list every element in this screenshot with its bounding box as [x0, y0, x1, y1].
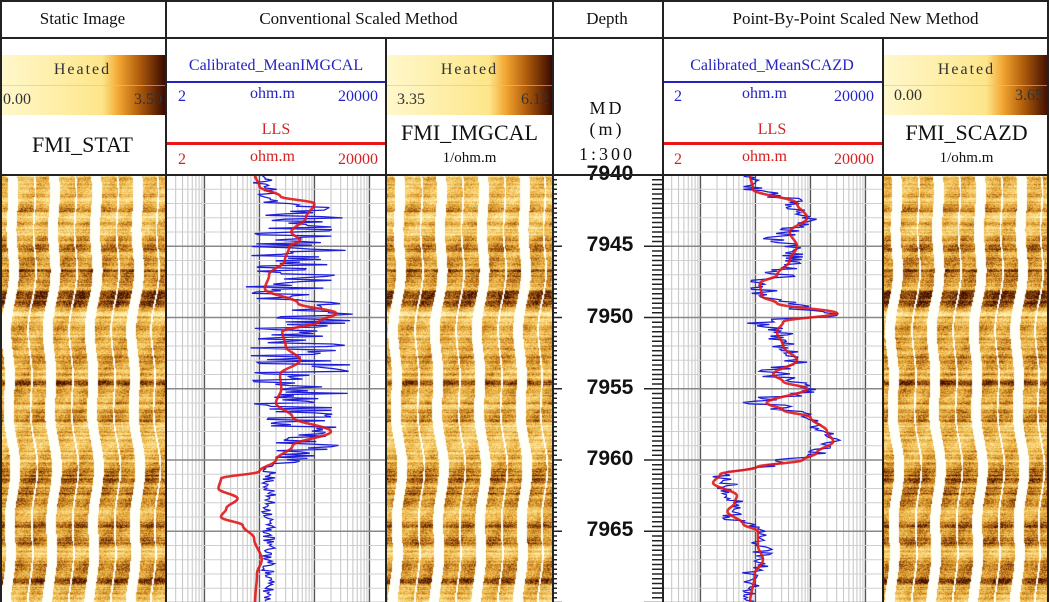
colorbar-divider — [387, 85, 552, 86]
curve-line-blue — [166, 81, 386, 83]
heated-colorbar: Heated 0.00 3.65 — [884, 55, 1049, 115]
scale-unit: ohm.m — [250, 148, 295, 165]
scale-unit: ohm.m — [742, 148, 787, 165]
curve-lls — [711, 175, 839, 602]
track-unit: 1/ohm.m — [442, 150, 497, 166]
colorbar-min: 0.00 — [894, 87, 922, 104]
header-static-image: Static Image — [39, 9, 126, 28]
scale-right: 20000 — [338, 151, 378, 168]
colormap-label: Heated — [440, 61, 499, 78]
depth-tick-label: 7965 — [586, 518, 634, 542]
colormap-label: Heated — [937, 61, 996, 78]
header-conventional-method: Conventional Scaled Method — [259, 9, 458, 28]
header-new-method: Point-By-Point Scaled New Method — [732, 9, 979, 28]
curve-name-calibrated-meanscazd: Calibrated_MeanSCAZD — [690, 57, 854, 74]
depth-tick-label: 7960 — [586, 447, 634, 470]
curve-name-lls: LLS — [757, 121, 787, 138]
fmi-stat-image — [0, 175, 165, 602]
scale-left: 2 — [178, 151, 186, 168]
heated-colorbar: Heated 0.00 3.50 — [0, 55, 165, 115]
curve-name-calibrated-meanimgcal: Calibrated_MeanIMGCAL — [188, 57, 364, 74]
colorbar-max: 3.65 — [1015, 87, 1043, 104]
heated-colorbar: Heated 3.35 6.12 — [387, 55, 552, 115]
new-method-curve-track — [662, 175, 882, 602]
curve-calibrated-meanimgcal — [245, 175, 353, 602]
depth-track — [552, 175, 662, 602]
colorbar-min: 3.35 — [397, 91, 425, 108]
border — [0, 0, 2, 602]
scale-left: 2 — [674, 151, 682, 168]
border — [0, 37, 1049, 39]
scale-left: 2 — [178, 88, 186, 105]
track-name-fmi-stat: FMI_STAT — [32, 132, 133, 157]
track-unit: 1/ohm.m — [939, 150, 994, 166]
colormap-label: Heated — [53, 61, 112, 78]
fmi-scazd-image — [884, 175, 1049, 602]
colorbar-max: 3.50 — [134, 91, 162, 108]
colorbar-min: 0.00 — [3, 91, 31, 108]
border — [1047, 0, 1049, 602]
curve-line-red — [662, 142, 882, 145]
curve-line-red — [166, 142, 386, 145]
scale-unit: ohm.m — [742, 85, 787, 102]
scale-unit: ohm.m — [250, 85, 295, 102]
border — [165, 0, 167, 602]
curve-header-imgcal: Calibrated_MeanIMGCAL 2 ohm.m 20000 LLS … — [166, 38, 386, 175]
colorbar-divider — [0, 85, 165, 86]
scale-left: 2 — [674, 88, 682, 105]
track-name-fmi-imgcal: FMI_IMGCAL — [401, 120, 538, 145]
colorbar-divider — [884, 85, 1049, 86]
depth-tick-label: 7940 — [586, 162, 634, 185]
scale-right: 20000 — [834, 151, 874, 168]
fmi-imgcal-image — [387, 175, 552, 602]
depth-label: MD — [589, 98, 625, 118]
border — [0, 0, 1049, 2]
curve-header-scazd: Calibrated_MeanSCAZD 2 ohm.m 20000 LLS 2… — [662, 38, 882, 175]
scale-right: 20000 — [834, 88, 874, 105]
conventional-curve-track — [166, 175, 386, 602]
depth-scale: 1:300 — [578, 144, 635, 164]
depth-tick-label: 7945 — [586, 233, 634, 257]
curve-name-lls: LLS — [261, 121, 291, 138]
track-name-fmi-scazd: FMI_SCAZD — [905, 120, 1028, 145]
depth-tick-label: 7950 — [586, 304, 634, 328]
border — [385, 38, 387, 602]
curve-line-blue — [662, 81, 882, 83]
depth-unit: (m) — [589, 119, 625, 139]
border — [552, 0, 554, 602]
header-depth: Depth — [586, 9, 628, 28]
curve-lls — [217, 175, 338, 602]
colorbar-max: 6.12 — [521, 91, 549, 108]
border — [882, 38, 884, 602]
border — [0, 174, 1049, 176]
border — [662, 0, 664, 602]
depth-tick-label: 7955 — [586, 375, 634, 399]
scale-right: 20000 — [338, 88, 378, 105]
